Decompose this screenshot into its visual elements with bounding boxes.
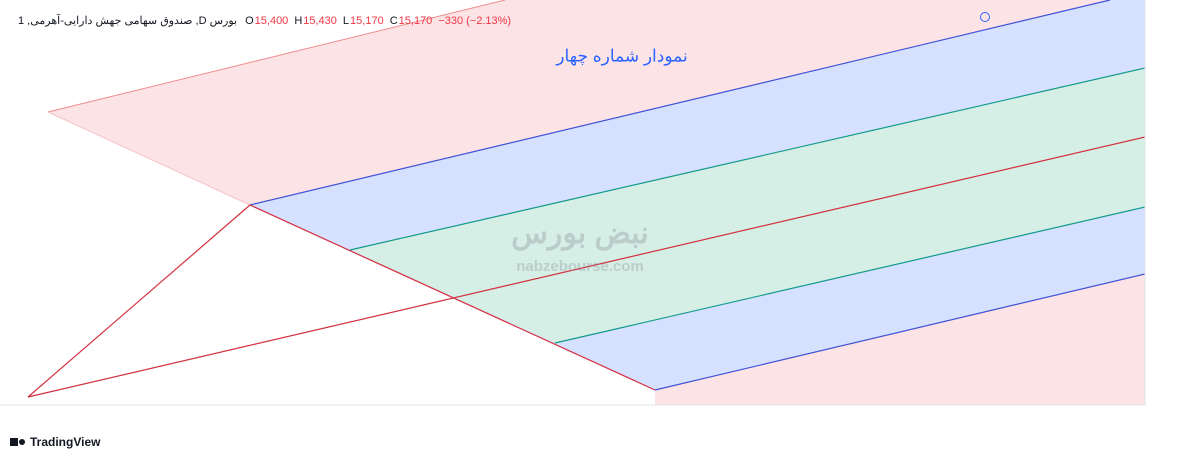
ohlc-value: 15,400 — [255, 15, 289, 27]
brand-name: TradingView — [30, 435, 101, 449]
header: 1 ,صندوق سهامی جهش دارایی-آهرمی ,D بورس … — [18, 14, 511, 27]
outer-line — [47, 0, 506, 113]
ohlc-key: O — [245, 15, 254, 27]
ohlc-key: C — [390, 15, 398, 27]
alert-icon — [980, 12, 990, 22]
inner-band — [350, 68, 1145, 343]
logo — [10, 438, 18, 446]
logo — [19, 439, 25, 445]
pivot-line — [27, 204, 251, 398]
ohlc-value: 15,170 — [350, 15, 384, 27]
ohlc-value: 15,430 — [303, 15, 337, 27]
pitchfork — [27, 0, 1146, 405]
symbol: 1 ,صندوق سهامی جهش دارایی-آهرمی ,D بورس — [18, 14, 237, 27]
outer-base — [47, 111, 251, 206]
watermark-site: nabzebourse.com — [516, 258, 644, 275]
ohlc-value: 15,170 — [399, 15, 433, 27]
watermark: نبض بورس nabzebourse.com — [511, 217, 648, 275]
inner-tine — [349, 67, 1146, 251]
ohlc-key: H — [294, 15, 302, 27]
branding: TradingView — [10, 435, 101, 449]
change: −330 (−2.13%) — [438, 15, 511, 27]
lower-tine — [654, 273, 1146, 391]
annotation: نمودار شماره چهار — [555, 46, 687, 66]
ohlc-key: L — [343, 15, 349, 27]
median-line — [27, 136, 1146, 398]
watermark-name: نبض بورس — [511, 217, 648, 251]
pivot-line — [249, 204, 656, 391]
inner-tine — [554, 206, 1146, 344]
upper-tine — [249, 0, 1111, 206]
